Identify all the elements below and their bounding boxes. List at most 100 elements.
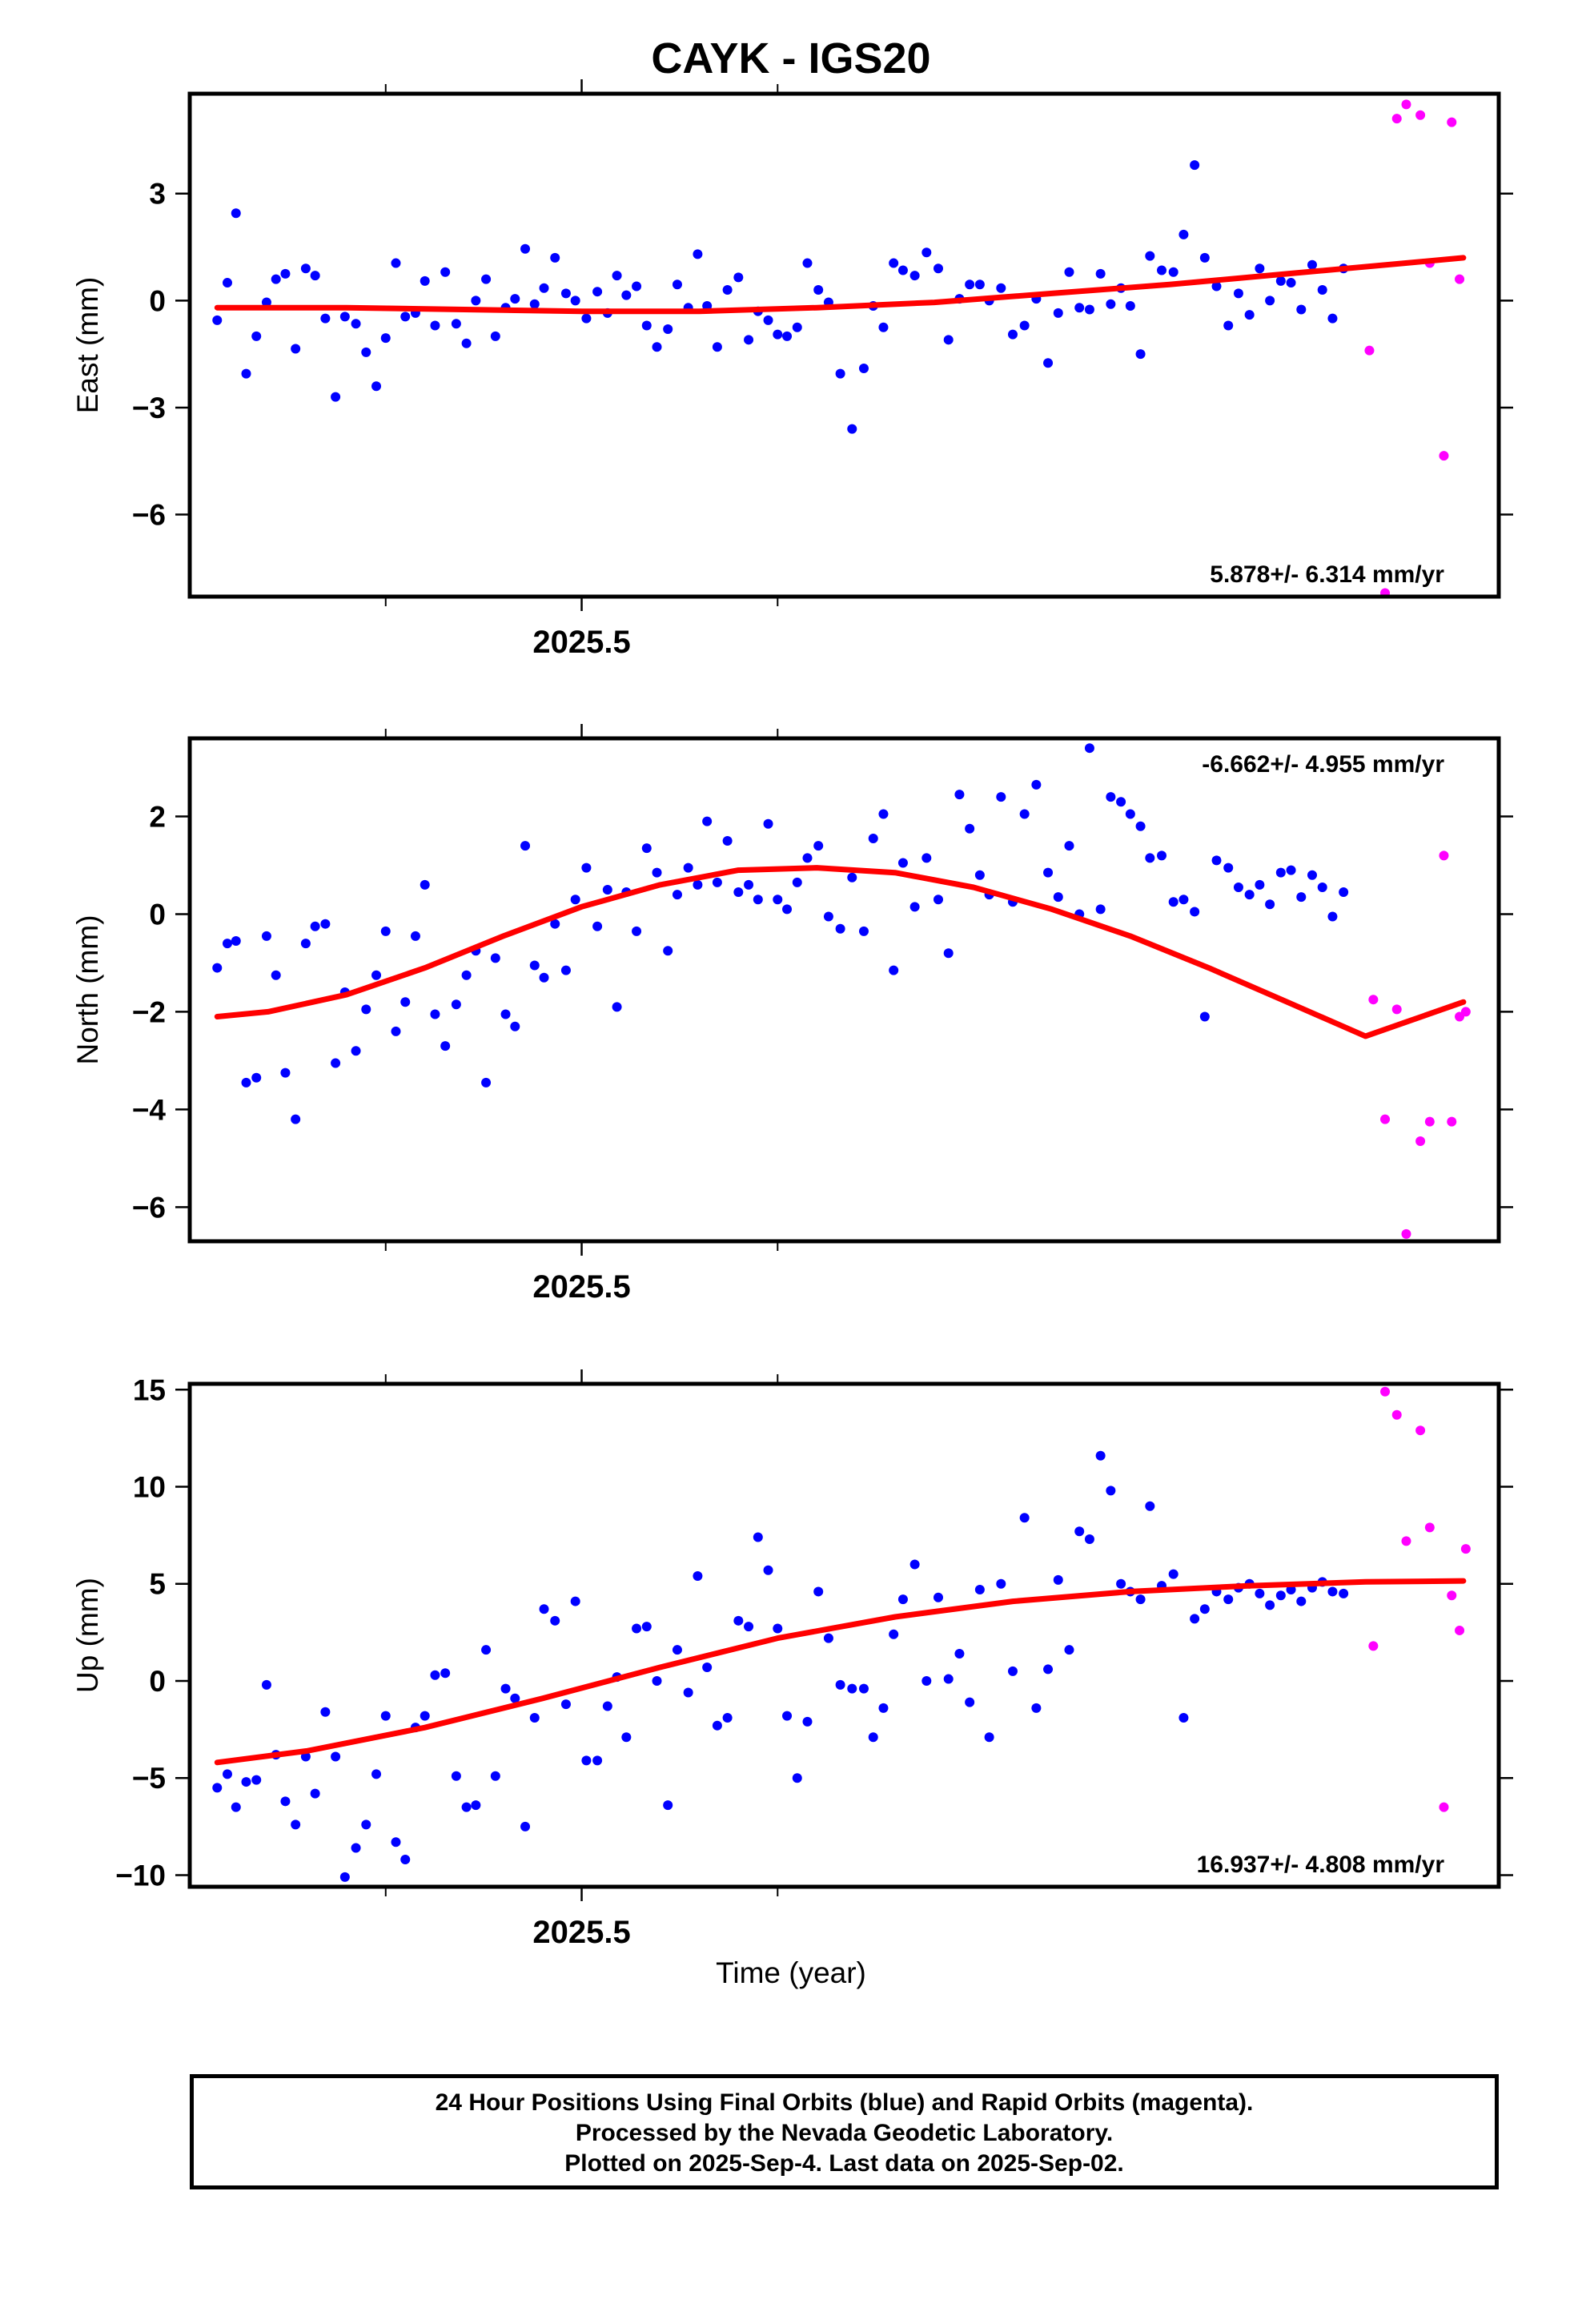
final-orbit-point bbox=[878, 809, 889, 819]
rate-annotation: -6.662+/- 4.955 mm/yr bbox=[1202, 751, 1444, 778]
final-orbit-point bbox=[592, 287, 603, 297]
final-orbit-point bbox=[310, 271, 320, 281]
final-orbit-point bbox=[802, 853, 813, 863]
final-orbit-point bbox=[847, 872, 857, 883]
final-orbit-point bbox=[331, 1058, 341, 1068]
rapid-orbit-point bbox=[1424, 1116, 1435, 1127]
final-orbit-point bbox=[763, 1565, 773, 1575]
rapid-orbit-point bbox=[1368, 1641, 1379, 1651]
final-orbit-point bbox=[529, 960, 540, 971]
final-orbit-point bbox=[868, 833, 878, 843]
final-orbit-point bbox=[361, 1819, 371, 1830]
final-orbit-point bbox=[889, 1629, 899, 1639]
final-orbit-point bbox=[481, 1077, 492, 1088]
rapid-orbit-point bbox=[1391, 1409, 1402, 1420]
final-orbit-point bbox=[782, 331, 793, 341]
final-orbit-point bbox=[351, 1046, 361, 1056]
rapid-orbit-point bbox=[1380, 588, 1391, 597]
final-orbit-point bbox=[510, 1021, 520, 1031]
final-orbit-point bbox=[1157, 265, 1167, 275]
y-axis-label: North (mm) bbox=[71, 915, 104, 1064]
final-orbit-point bbox=[471, 1800, 481, 1811]
final-orbit-point bbox=[1244, 890, 1255, 900]
final-orbit-point bbox=[1043, 1664, 1054, 1675]
final-orbit-point bbox=[1199, 1011, 1210, 1022]
final-orbit-point bbox=[1145, 853, 1155, 863]
final-orbit-point bbox=[1125, 809, 1135, 819]
final-orbit-point bbox=[1190, 160, 1200, 171]
final-orbit-point bbox=[763, 315, 773, 325]
final-orbit-point bbox=[965, 279, 975, 290]
y-tick-label: 15 bbox=[133, 1373, 166, 1406]
rapid-orbit-point bbox=[1439, 451, 1449, 461]
y-tick-label: −2 bbox=[132, 995, 166, 1028]
final-orbit-point bbox=[733, 272, 744, 283]
final-orbit-point bbox=[1074, 1526, 1085, 1537]
final-orbit-point bbox=[1168, 897, 1178, 907]
final-orbit-point bbox=[300, 263, 311, 274]
final-orbit-point bbox=[1178, 895, 1189, 905]
final-orbit-point bbox=[909, 902, 920, 912]
final-orbit-point bbox=[996, 792, 1006, 802]
final-orbit-point bbox=[621, 1732, 632, 1743]
final-orbit-point bbox=[1064, 267, 1074, 277]
final-orbit-point bbox=[1007, 329, 1018, 340]
y-tick-label: 0 bbox=[149, 898, 166, 931]
final-orbit-point bbox=[1339, 887, 1349, 898]
final-orbit-point bbox=[773, 895, 783, 905]
final-orbit-point bbox=[251, 1072, 262, 1083]
final-orbit-point bbox=[510, 1693, 520, 1703]
final-orbit-point bbox=[909, 1559, 920, 1570]
final-orbit-point bbox=[570, 1596, 580, 1606]
final-orbit-point bbox=[451, 1771, 461, 1781]
final-orbit-point bbox=[212, 963, 223, 973]
trend-line bbox=[214, 255, 1467, 315]
final-orbit-point bbox=[753, 895, 763, 905]
final-orbit-point bbox=[261, 931, 271, 941]
final-orbit-point bbox=[1255, 263, 1265, 274]
final-orbit-point bbox=[291, 1819, 301, 1830]
x-axis-label: Time (year) bbox=[716, 1956, 866, 1989]
y-axis-label: Up (mm) bbox=[71, 1578, 104, 1693]
final-orbit-point bbox=[652, 342, 662, 352]
final-orbit-point bbox=[965, 1697, 975, 1707]
final-orbit-point bbox=[909, 271, 920, 281]
final-orbit-point bbox=[933, 895, 943, 905]
final-orbit-point bbox=[1157, 850, 1167, 861]
final-orbit-point bbox=[1053, 1574, 1063, 1585]
up-panel: 15 10 5 0 −5 −10 2025.5 Up (mm) 16.937+/- 4.808 … bbox=[71, 1369, 1513, 1950]
final-orbit-point bbox=[1211, 281, 1222, 292]
final-orbit-point bbox=[1286, 1585, 1296, 1595]
final-orbit-point bbox=[813, 1586, 824, 1597]
final-orbit-point bbox=[1275, 1590, 1286, 1601]
final-orbit-point bbox=[974, 1585, 985, 1595]
final-orbit-point bbox=[889, 258, 899, 268]
final-orbit-point bbox=[1255, 1588, 1265, 1598]
final-orbit-point bbox=[1043, 867, 1054, 878]
final-orbit-point bbox=[1307, 259, 1317, 270]
final-orbit-point bbox=[722, 836, 733, 846]
final-orbit-point bbox=[481, 1645, 492, 1655]
final-orbit-point bbox=[858, 926, 869, 936]
final-orbit-point bbox=[1125, 301, 1135, 312]
final-orbit-point bbox=[1095, 904, 1106, 915]
final-orbit-point bbox=[641, 1622, 652, 1632]
final-orbit-point bbox=[943, 335, 954, 345]
final-orbit-point bbox=[858, 1683, 869, 1694]
final-orbit-point bbox=[529, 299, 540, 309]
final-orbit-point bbox=[933, 263, 943, 274]
final-orbit-point bbox=[1223, 862, 1234, 873]
final-orbit-point bbox=[693, 249, 703, 259]
final-orbit-point bbox=[782, 1711, 793, 1721]
x-tick-label: 2025.5 bbox=[532, 1269, 630, 1305]
final-orbit-point bbox=[291, 344, 301, 354]
final-orbit-point bbox=[641, 320, 652, 331]
final-orbit-point bbox=[1233, 882, 1243, 892]
final-orbit-point bbox=[231, 936, 241, 947]
final-orbit-point bbox=[261, 1679, 271, 1690]
final-orbit-point bbox=[1064, 1645, 1074, 1655]
final-orbit-point bbox=[792, 877, 802, 887]
rapid-orbit-point bbox=[1364, 345, 1375, 356]
final-orbit-point bbox=[722, 1713, 733, 1723]
final-orbit-point bbox=[461, 1802, 472, 1812]
